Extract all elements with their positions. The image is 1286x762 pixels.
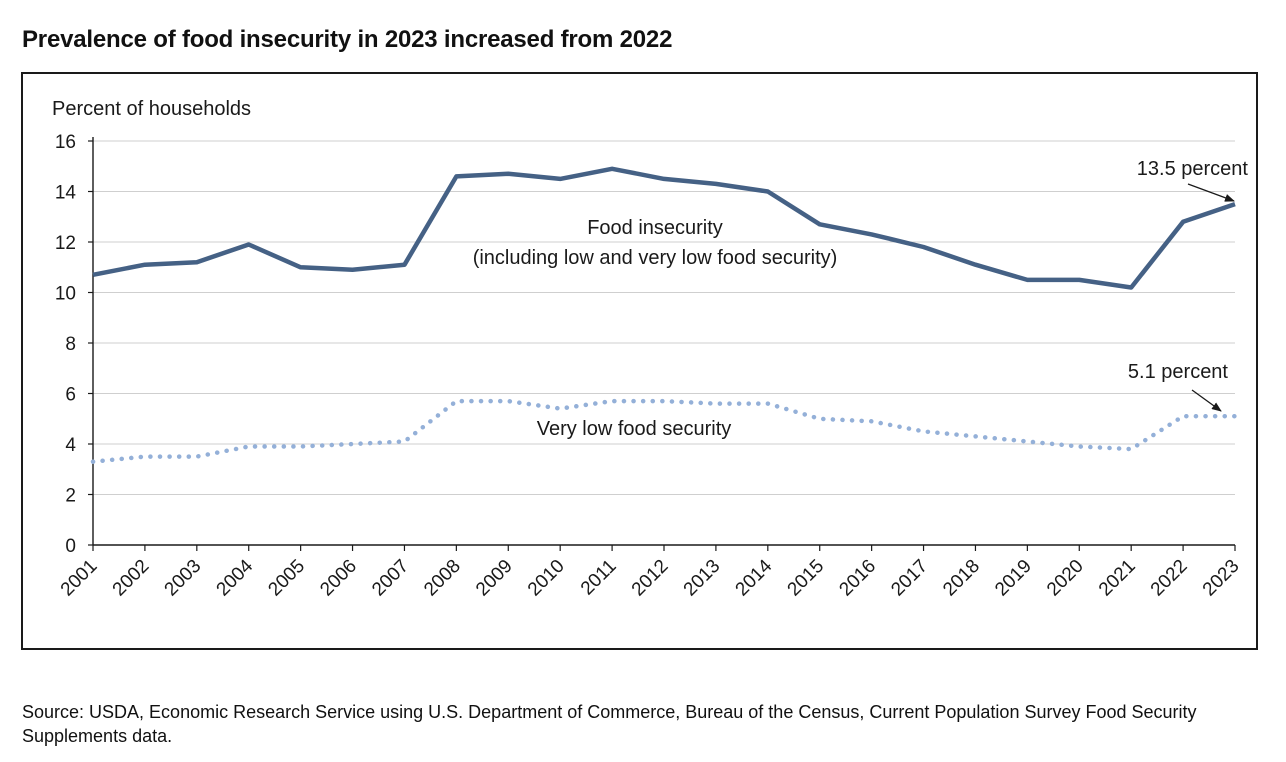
- y-tick-label-14: 14: [55, 183, 77, 204]
- chart-title: Prevalence of food insecurity in 2023 in…: [22, 26, 673, 53]
- x-tick-label-2022: 2022: [1147, 556, 1192, 601]
- x-tick-label-2007: 2007: [368, 556, 413, 601]
- x-tick-label-2006: 2006: [316, 556, 361, 601]
- series-line-food-insecurity: [92, 166, 1236, 290]
- x-tick-label-2004: 2004: [213, 555, 258, 600]
- source-note: Source: USDA, Economic Research Service …: [22, 702, 1197, 746]
- series-line-very-low-food-security: [90, 398, 1238, 464]
- x-tick-label-2001: 2001: [57, 556, 102, 601]
- y-tick-label-2: 2: [65, 486, 76, 507]
- x-tick-label-2003: 2003: [161, 556, 206, 601]
- x-tick-label-2011: 2011: [577, 556, 621, 600]
- y-tick-label-8: 8: [65, 334, 76, 355]
- y-tick-label-0: 0: [65, 536, 76, 557]
- x-tick-label-2010: 2010: [524, 556, 569, 601]
- x-tick-label-2014: 2014: [732, 555, 777, 600]
- axes: [88, 137, 1236, 551]
- x-tick-label-2018: 2018: [939, 556, 984, 601]
- series-group: [90, 166, 1238, 464]
- chart-frame: [21, 72, 1258, 650]
- x-tick-label-2013: 2013: [680, 556, 725, 601]
- x-tick-label-2021: 2021: [1095, 556, 1140, 601]
- very-low-end-label: 5.1 percent: [1128, 361, 1229, 383]
- x-tick-label-2020: 2020: [1043, 556, 1088, 601]
- x-tick-label-2009: 2009: [472, 556, 517, 601]
- gridlines: [93, 140, 1235, 495]
- y-tick-label-10: 10: [55, 284, 76, 305]
- very-low-food-security-label: Very low food security: [537, 418, 732, 440]
- y-tick-label-4: 4: [65, 435, 76, 456]
- food-insecurity-label-line2: (including low and very low food securit…: [473, 247, 838, 269]
- x-tick-label-2023: 2023: [1199, 556, 1244, 601]
- x-tick-label-2017: 2017: [887, 556, 932, 601]
- food-insecurity-end-arrow: [1187, 183, 1235, 202]
- food-insecurity-end-label: 13.5 percent: [1137, 158, 1249, 180]
- x-tick-label-2005: 2005: [264, 556, 309, 601]
- food-insecurity-label-line1: Food insecurity: [587, 217, 723, 239]
- y-tick-label-12: 12: [55, 233, 76, 254]
- x-tick-label-2015: 2015: [784, 556, 829, 601]
- x-tick-label-2019: 2019: [991, 556, 1036, 601]
- y-tick-label-6: 6: [65, 385, 76, 406]
- x-tick-label-2016: 2016: [835, 556, 880, 601]
- x-tick-label-2002: 2002: [109, 556, 154, 601]
- y-tick-label-16: 16: [55, 132, 76, 153]
- y-axis-label: Percent of households: [52, 98, 251, 120]
- x-tick-label-2012: 2012: [628, 556, 673, 601]
- x-tick-label-2008: 2008: [420, 556, 465, 601]
- very-low-end-arrow: [1191, 389, 1222, 412]
